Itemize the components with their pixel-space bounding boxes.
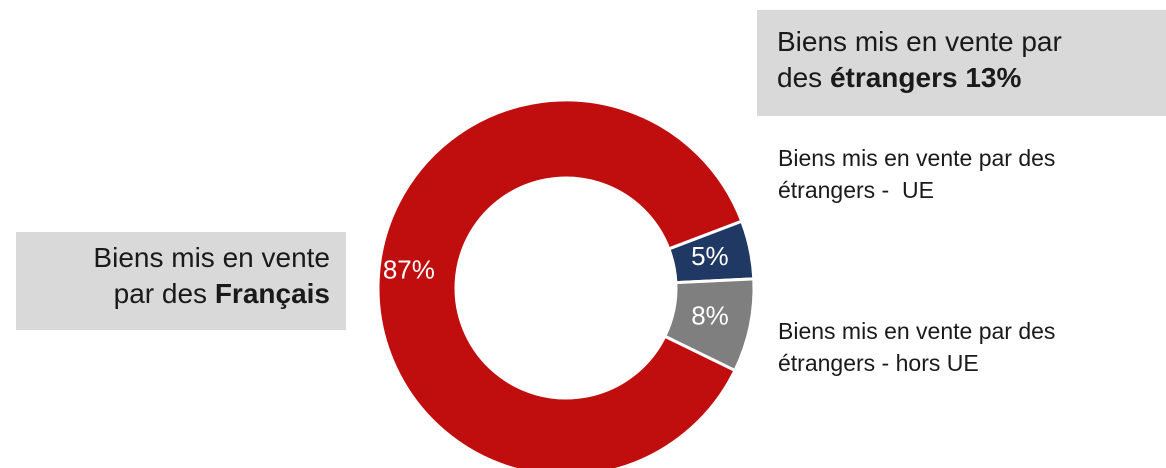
slice — [662, 277, 756, 373]
value-label: 8% — [691, 300, 729, 330]
value-label: 5% — [691, 241, 729, 271]
category-label: Biens mis en vente par des étrangers - h… — [778, 318, 1062, 376]
slice — [376, 98, 744, 468]
category-label: Biens mis en vente par des étrangers - U… — [778, 145, 1062, 203]
group-label-bold: étrangers 13% — [829, 62, 1022, 93]
group-label: Biens mis en vente par des — [777, 26, 1062, 93]
category-box: Biens mis en vente par des Français — [16, 232, 346, 330]
value-label: 87% — [383, 254, 435, 284]
category-label-bold: Français — [214, 278, 330, 309]
category-label: Biens mis en vente par des — [93, 242, 330, 309]
group-box: Biens mis en vente par des étrangers 13% — [757, 10, 1166, 116]
